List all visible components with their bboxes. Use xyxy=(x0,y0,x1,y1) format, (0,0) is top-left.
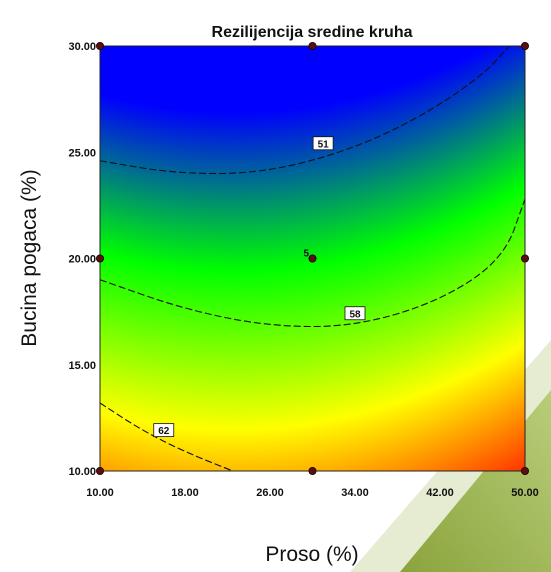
contour-label-text: 51 xyxy=(318,139,330,150)
x-axis-title: Proso (%) xyxy=(265,543,358,566)
x-tick-label: 10.00 xyxy=(86,487,114,499)
design-point xyxy=(308,42,317,51)
contour-label-51: 51 xyxy=(312,136,334,151)
x-tick-label: 42.00 xyxy=(426,487,454,499)
y-tick-label: 25.00 xyxy=(68,147,96,159)
design-points: 5 xyxy=(96,42,530,475)
contour-label-62: 62 xyxy=(153,423,175,438)
contour-lines xyxy=(100,46,525,471)
design-point xyxy=(96,254,105,263)
y-tick-label: 20.00 xyxy=(68,254,96,266)
contour-line-62 xyxy=(100,402,234,471)
design-point xyxy=(308,466,317,475)
design-point xyxy=(96,466,105,475)
contour-label-box xyxy=(344,306,366,321)
design-point xyxy=(308,254,317,263)
y-axis-title: Bucina pogaca (%) xyxy=(18,169,41,346)
y-tick-label: 15.00 xyxy=(68,360,96,372)
design-point xyxy=(96,42,105,51)
design-point xyxy=(521,254,530,263)
contour-line-51 xyxy=(100,46,510,175)
x-tick-label: 26.00 xyxy=(256,487,284,499)
x-tick-label: 50.00 xyxy=(511,487,539,499)
x-axis-ticks: 10.00 18.00 26.00 34.00 42.00 50.00 xyxy=(86,487,539,499)
y-tick-label: 10.00 xyxy=(68,466,96,478)
contour-label-box xyxy=(312,136,334,151)
y-axis-ticks: 10.00 15.00 20.00 25.00 30.00 xyxy=(68,41,96,478)
chart-title: Rezilijencija sredine kruha xyxy=(212,24,413,41)
contour-label-box xyxy=(153,423,175,438)
contour-label-text: 58 xyxy=(349,309,361,320)
contour-label-58: 58 xyxy=(344,306,366,321)
contour-label-text: 62 xyxy=(158,426,170,437)
contour-line-58 xyxy=(100,198,525,328)
x-tick-label: 34.00 xyxy=(341,487,369,499)
design-point xyxy=(521,42,530,51)
design-point xyxy=(521,466,530,475)
center-point-label: 5 xyxy=(304,249,310,260)
contour-labels: 51 58 62 xyxy=(153,136,366,438)
y-tick-label: 30.00 xyxy=(68,41,96,53)
x-tick-label: 18.00 xyxy=(171,487,199,499)
